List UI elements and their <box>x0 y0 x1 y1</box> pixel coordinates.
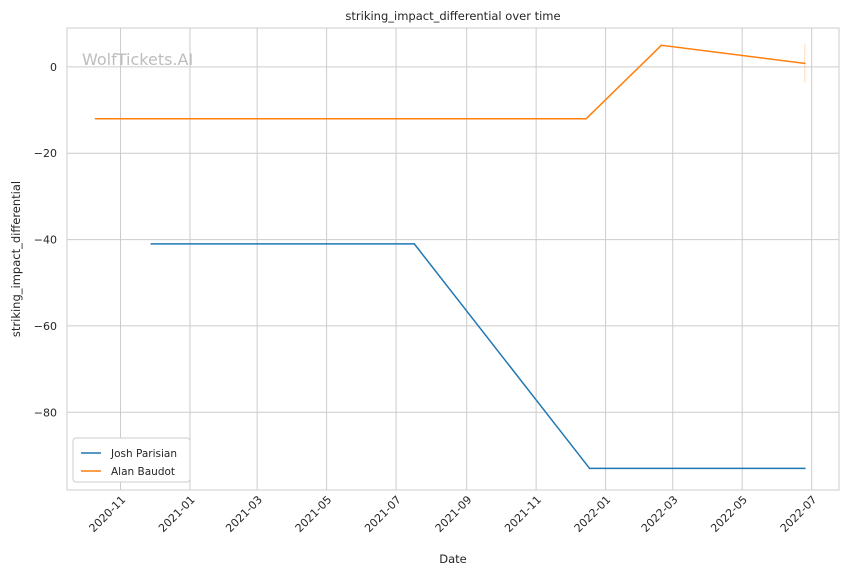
data-point <box>588 467 591 470</box>
x-tick-label: 2021-03 <box>223 493 265 535</box>
data-point <box>413 243 416 245</box>
y-tick-label: −20 <box>34 147 57 160</box>
grid <box>67 28 839 490</box>
x-tick-label: 2021-07 <box>362 493 404 535</box>
y-tick-label: −40 <box>34 234 57 247</box>
x-tick-label: 2021-01 <box>156 493 198 535</box>
plot-frame <box>66 27 840 491</box>
chart-title: striking_impact_differential over time <box>345 9 560 23</box>
series-layer <box>94 43 806 470</box>
legend-label: Alan Baudot <box>111 466 175 478</box>
data-point <box>94 117 97 120</box>
x-tick-label: 2021-05 <box>293 493 335 535</box>
series-line-2 <box>95 44 805 120</box>
y-tick-label: −80 <box>34 406 57 419</box>
y-tick-label: 0 <box>50 61 57 74</box>
x-tick-label: 2020-11 <box>87 493 129 535</box>
x-tick-label: 2022-07 <box>778 493 820 535</box>
data-point <box>660 44 663 47</box>
data-point <box>804 467 806 470</box>
y-axis-title: striking_impact_differential <box>9 181 23 337</box>
data-point <box>150 243 153 245</box>
x-tick-labels: 2020-11 2021-01 2021-03 2021-05 2021-07 2021-… <box>87 493 820 535</box>
x-tick-label: 2021-11 <box>502 493 544 535</box>
data-point <box>585 117 588 120</box>
watermark: WolfTickets.AI <box>82 50 193 69</box>
y-tick-labels: 0 −20 −40 −60 −80 <box>34 61 57 419</box>
legend-box <box>72 437 191 483</box>
legend-label: Josh Parisian <box>110 448 177 460</box>
x-axis-title: Date <box>439 552 467 566</box>
x-tick-label: 2022-05 <box>708 493 750 535</box>
x-tick-label: 2022-03 <box>639 493 681 535</box>
legend: Josh Parisian Alan Baudot <box>72 437 191 483</box>
data-point <box>804 62 806 65</box>
x-tick-label: 2022-01 <box>572 493 614 535</box>
y-tick-label: −60 <box>34 320 57 333</box>
x-tick-label: 2021-09 <box>433 493 475 535</box>
series-line-1 <box>151 243 805 470</box>
